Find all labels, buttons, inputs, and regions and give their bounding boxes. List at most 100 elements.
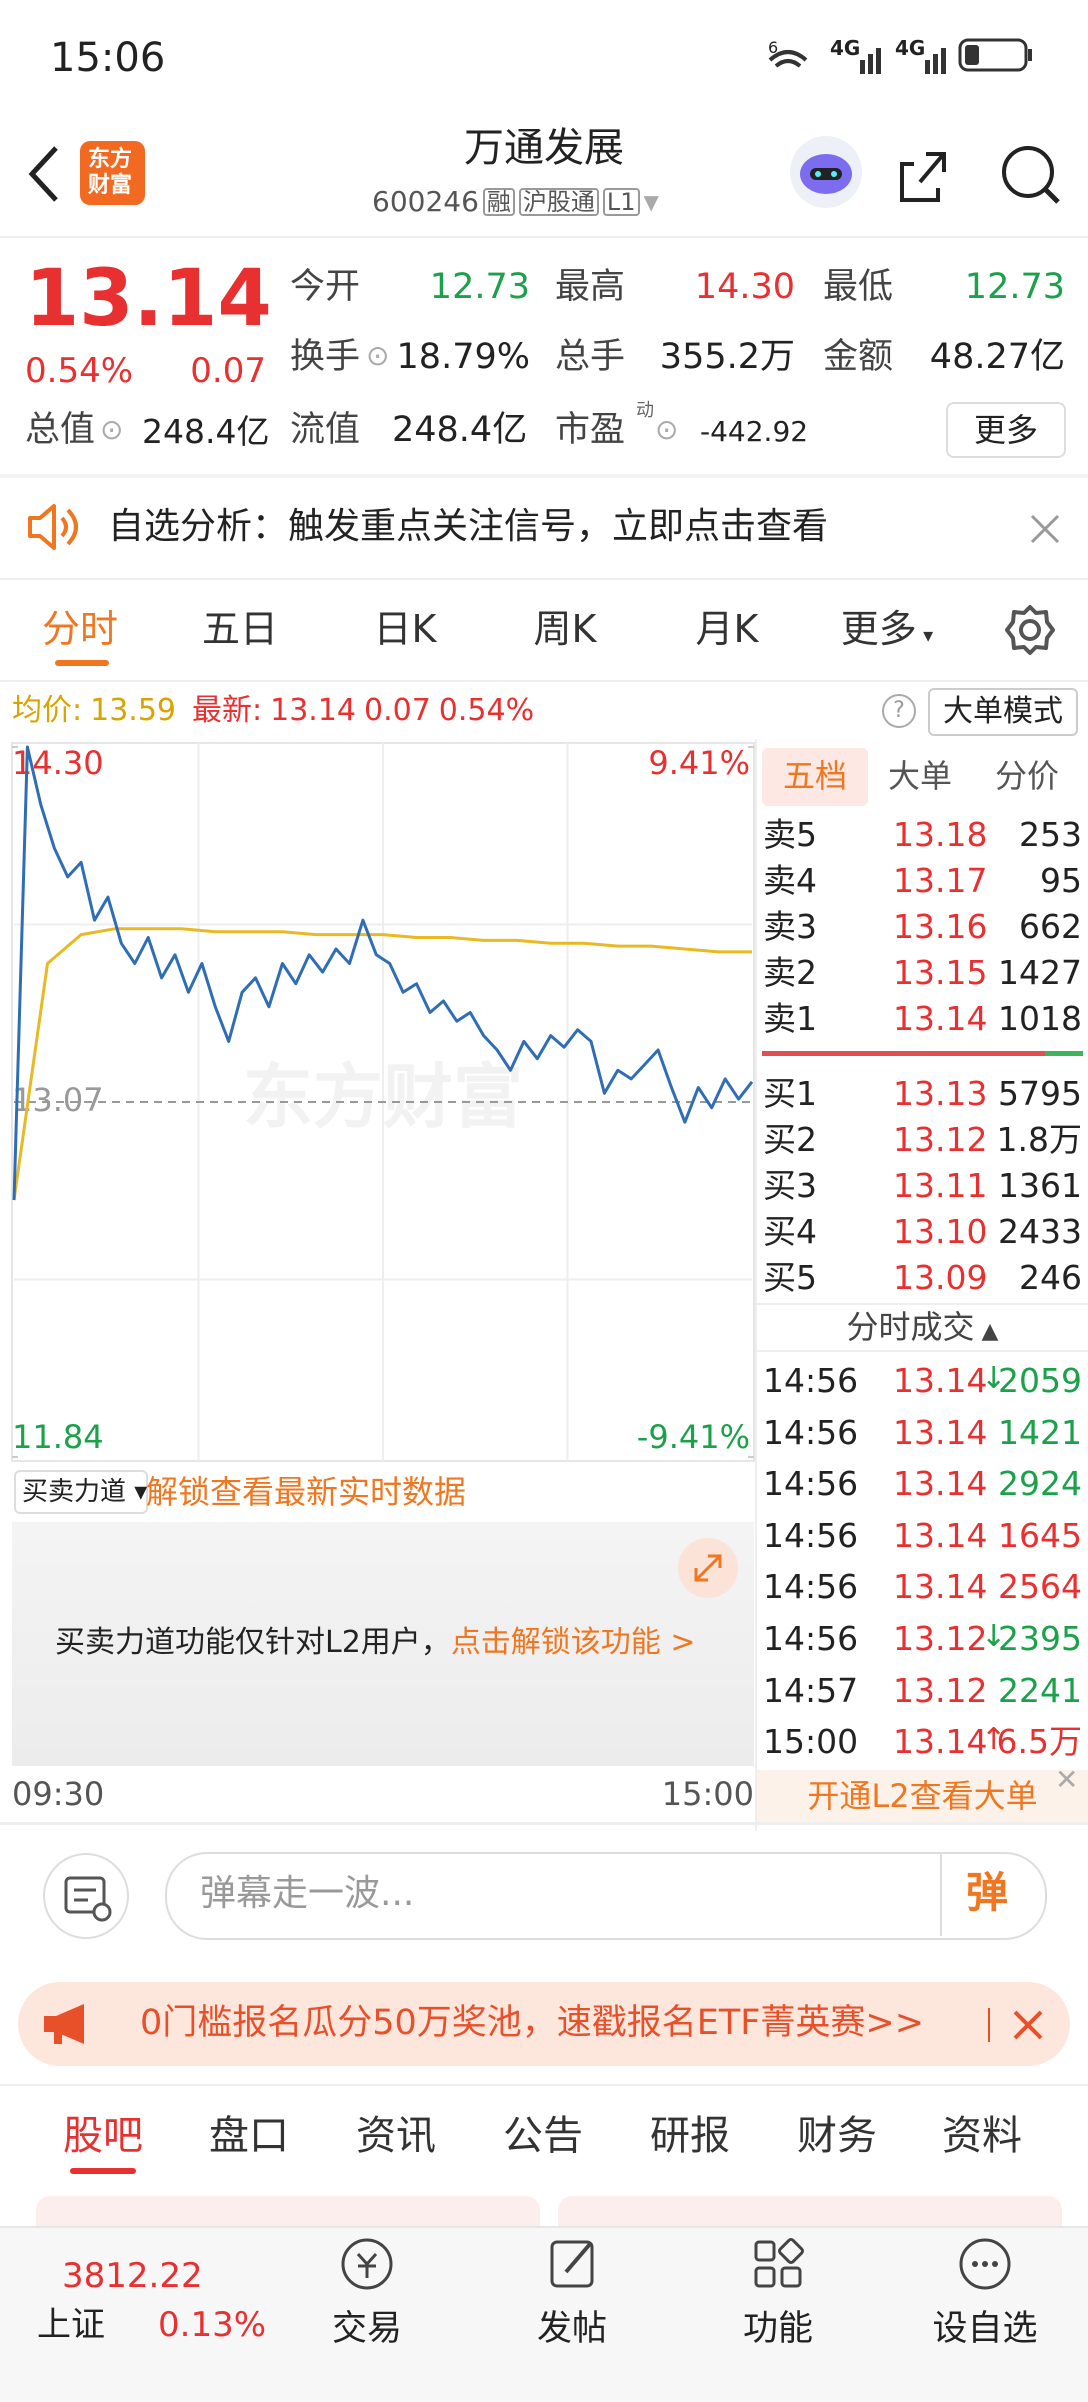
book-tab-label[interactable]: 分价 <box>994 757 1059 795</box>
book-tab[interactable] <box>762 748 868 806</box>
divider <box>757 1350 1088 1352</box>
stat-label: 最低 <box>823 267 894 307</box>
content-tab[interactable]: 资料 <box>942 2113 1022 2159</box>
header-icons[interactable] <box>786 134 1076 214</box>
speaker-icon <box>28 504 78 550</box>
content-tab[interactable]: 股吧 <box>63 2113 143 2159</box>
mode-button[interactable]: 大单模式 <box>928 688 1078 736</box>
notice-text[interactable]: 自选分析：触发重点关注信号，立即点击查看 <box>108 506 829 547</box>
trade-volume: 6.5万 <box>996 1722 1082 1762</box>
locked-link[interactable]: 点击解锁该功能 > <box>450 1625 696 1660</box>
book-volume: 246 <box>1019 1258 1082 1297</box>
trade-time: 14:56 <box>763 1412 859 1452</box>
nav-item[interactable]: 发帖 <box>536 2309 607 2349</box>
more-button[interactable]: 更多 <box>946 402 1066 458</box>
back-button[interactable] <box>20 140 70 210</box>
period-tab[interactable]: 五日 <box>201 607 278 651</box>
period-tab[interactable]: 更多 ▾ <box>840 607 934 651</box>
promo-banner[interactable] <box>18 1982 1070 2066</box>
index-name[interactable]: 上证 <box>37 2305 105 2345</box>
avg-label: 均价: <box>12 693 83 728</box>
trade-arrow: ↓ <box>981 1361 1007 1396</box>
book-side: 买4 <box>763 1212 817 1251</box>
book-side: 买2 <box>763 1120 817 1159</box>
stat-label: 总值 <box>25 410 96 450</box>
danmaku-input[interactable] <box>165 1852 1047 1940</box>
stat-label: 换手 <box>290 337 361 377</box>
trade-price: 13.14 <box>893 1412 988 1452</box>
help-icon[interactable]: ? <box>882 694 916 728</box>
close-banner[interactable] <box>985 2004 1055 2046</box>
app-logo: 东方 财富 <box>80 141 145 205</box>
trade-price: 13.14 <box>893 1515 988 1555</box>
sort-arrow: ▲ <box>974 1319 999 1344</box>
book-side: 买5 <box>763 1258 817 1297</box>
period-tab[interactable]: 日K <box>373 607 437 651</box>
book-price: 13.18 <box>893 815 988 854</box>
latest-pct: 0.54% <box>438 693 535 728</box>
card-preview <box>36 2196 540 2226</box>
content-tab[interactable]: 盘口 <box>209 2113 289 2159</box>
stat-value: 248.4亿 <box>392 410 528 450</box>
status-icons <box>768 38 1032 74</box>
book-tab-label[interactable]: 大单 <box>887 757 952 795</box>
trade-volume: 2059 <box>998 1361 1082 1400</box>
info-icon: ⊙ <box>655 413 679 446</box>
content-tab[interactable]: 资讯 <box>356 2113 436 2159</box>
trade-time: 14:56 <box>763 1361 859 1400</box>
card-preview <box>558 2196 1062 2226</box>
x-tick-label: 09:30 <box>12 1775 105 1813</box>
index-pct[interactable]: 0.13% <box>158 2305 267 2345</box>
danmaku-settings[interactable] <box>42 1852 130 1940</box>
expand-icon[interactable] <box>676 1536 740 1600</box>
y2-tick-label: -9.41% <box>637 1418 750 1456</box>
stat-label: 市盈 <box>555 410 626 450</box>
content-tab[interactable]: 财务 <box>797 2113 877 2159</box>
close-notice[interactable] <box>1028 512 1062 546</box>
danmaku-button[interactable]: 弹 <box>966 1868 1009 1917</box>
content-tab[interactable]: 公告 <box>503 2113 583 2159</box>
trade-price: 13.14 <box>893 1567 988 1607</box>
trade-volume: 2564 <box>998 1567 1082 1607</box>
trade-volume: 2395 <box>998 1619 1082 1658</box>
info-icon: ⊙ <box>366 339 390 372</box>
change: 0.07 <box>190 351 266 391</box>
x-tick-label: 15:00 <box>661 1775 754 1813</box>
bottom-nav <box>0 2226 1088 2402</box>
stat-value: 248.4亿 <box>142 412 270 451</box>
book-side: 卖4 <box>763 861 817 900</box>
nav-item[interactable]: 设自选 <box>932 2309 1038 2349</box>
period-tab[interactable]: 月K <box>695 607 759 651</box>
latest-change: 0.07 <box>364 693 431 728</box>
book-price: 13.14 <box>893 999 988 1038</box>
latest-value: 13.14 <box>270 693 356 728</box>
close-l2[interactable]: ✕ <box>1055 1763 1079 1796</box>
dropdown-arrow: ▼ <box>643 190 659 214</box>
trade-price: 13.12 <box>893 1670 988 1710</box>
unlock-link[interactable]: 解锁查看最新实时数据 <box>146 1473 467 1511</box>
index-value[interactable]: 3812.22 <box>62 2256 203 2296</box>
indicator-select[interactable]: 买卖力道 ▾ <box>14 1470 148 1514</box>
l2-link[interactable]: 开通L2查看大单 <box>807 1777 1038 1815</box>
book-ratio-ask <box>762 1051 1045 1056</box>
nav-item[interactable]: 交易 <box>331 2309 402 2349</box>
dropdown-arrow: ▾ <box>916 623 934 647</box>
stat-value: 355.2万 <box>659 337 795 377</box>
badge: 沪股通 <box>518 188 599 216</box>
stat-value: 14.30 <box>694 267 795 307</box>
watermark: 东方财富 <box>243 1056 523 1138</box>
stat-value: 12.73 <box>429 267 530 307</box>
promo-text[interactable]: 0门槛报名瓜分50万奖池，速戳报名ETF菁英赛>> <box>140 2003 925 2043</box>
book-price: 13.16 <box>893 907 988 946</box>
nav-item[interactable]: 功能 <box>742 2309 813 2349</box>
book-tab-label[interactable]: 五档 <box>782 757 847 795</box>
avg-value: 13.59 <box>90 693 176 728</box>
stock-code-row[interactable]: 600246 融 沪股通 L1 ▼ <box>372 188 659 216</box>
book-price: 13.13 <box>893 1074 988 1113</box>
content-tab[interactable]: 研报 <box>650 2113 730 2159</box>
period-tab[interactable]: 周K <box>533 607 597 651</box>
period-tab[interactable]: 分时 <box>41 607 118 651</box>
settings-icon[interactable] <box>1004 604 1056 656</box>
